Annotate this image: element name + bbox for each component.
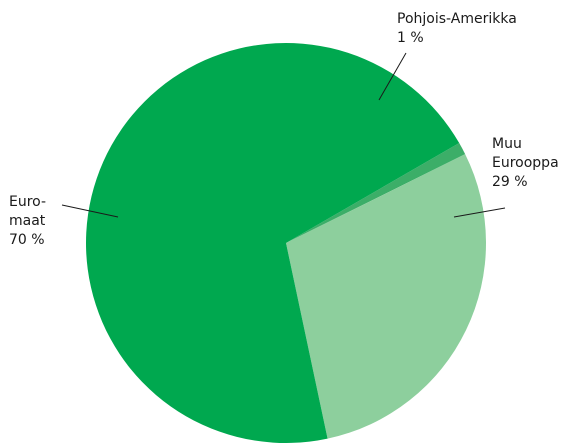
slice-label-2: Euro-maat 70 % (9, 194, 46, 248)
pie-slice-0 (286, 143, 466, 243)
slice-label-2-line-1: maat (9, 213, 46, 229)
slice-label-2-line-2: 70 % (9, 232, 45, 248)
slice-labels: Pohjois-Amerikka 1 % Muu Eurooppa 29 % Euro-m… (9, 11, 559, 248)
pie-slices (86, 42, 486, 443)
slice-label-1-line-0: Muu (492, 136, 522, 152)
pie-slice-2 (86, 42, 460, 443)
leader-line-1 (453, 207, 506, 218)
pie-slice-1 (286, 154, 486, 439)
slice-label-0-line-0: Pohjois-Amerikka (397, 11, 517, 27)
slice-label-1: Muu Eurooppa 29 % (492, 136, 559, 190)
leader-lines (61, 52, 506, 218)
slice-label-0: Pohjois-Amerikka 1 % (397, 11, 517, 46)
slice-label-0-line-1: 1 % (397, 30, 424, 46)
slice-label-1-line-1: Eurooppa (492, 155, 559, 171)
slice-label-1-line-2: 29 % (492, 174, 528, 190)
slice-label-2-line-0: Euro- (9, 194, 46, 210)
leader-line-2 (61, 204, 119, 218)
leader-line-0 (378, 52, 407, 101)
